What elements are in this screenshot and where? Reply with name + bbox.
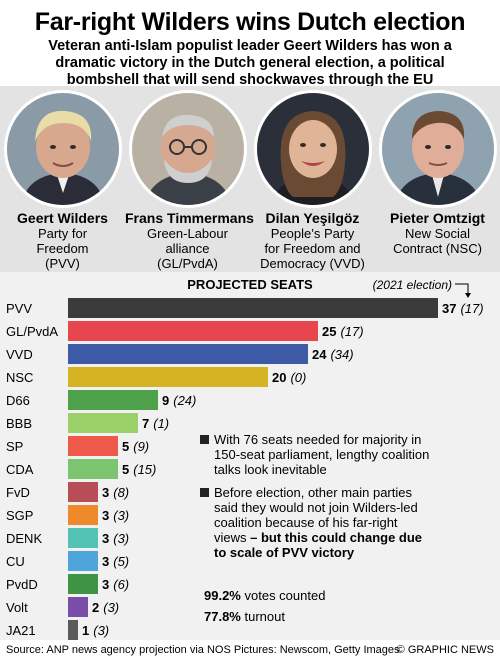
bar: [68, 459, 118, 479]
value-label: 1 (3): [82, 623, 109, 638]
candidate-omtzigt: Pieter Omtzigt New Social Contract (NSC): [375, 86, 500, 256]
category-label: Volt: [6, 600, 28, 615]
bar: [68, 367, 268, 387]
note-coalition: Before election, other main parties said…: [200, 485, 430, 560]
candidate-wilders: Geert Wilders Party for Freedom (PVV): [0, 86, 125, 271]
candidate-name: Dilan Yeşilgöz: [265, 210, 360, 226]
category-label: CU: [6, 554, 25, 569]
stat-turnout: 77.8% turnout: [204, 609, 285, 624]
stat-votes-counted: 99.2% votes counted: [204, 588, 326, 603]
value-label: 3 (5): [102, 554, 129, 569]
category-label: CDA: [6, 462, 34, 477]
value-label: 37 (17): [442, 301, 484, 316]
projected-seats-chart: PROJECTED SEATS (2021 election) PVV 37 (17)…: [6, 277, 484, 640]
category-label: VVD: [6, 347, 33, 362]
candidate-name: Frans Timmermans: [125, 210, 254, 226]
square-bullet-icon: [200, 488, 209, 497]
category-label: GL/PvdA: [6, 324, 58, 339]
candidate-name: Geert Wilders: [17, 210, 108, 226]
square-bullet-icon: [200, 435, 209, 444]
value-label: 7 (1): [142, 416, 169, 431]
category-label: JA21: [6, 623, 36, 638]
yesilgoz-portrait-icon: [253, 90, 372, 208]
chart-title: PROJECTED SEATS: [187, 277, 313, 292]
candidate-party: People’s Party for Freedom and Democracy…: [260, 226, 365, 271]
category-label: SGP: [6, 508, 33, 523]
brand-credit: © GRAPHIC NEWS: [396, 644, 494, 656]
value-label: 3 (3): [102, 508, 129, 523]
source-credit: Source: ANP news agency projection via N…: [6, 644, 400, 656]
bar: [68, 321, 318, 341]
timmermans-portrait-icon: [128, 90, 247, 208]
candidates-panel: Geert Wilders Party for Freedom (PVV): [0, 86, 500, 272]
candidate-party: New Social Contract (NSC): [393, 226, 482, 256]
value-label: 3 (6): [102, 577, 129, 592]
bar: [68, 597, 88, 617]
note-majority: With 76 seats needed for majority in 150…: [200, 432, 430, 477]
category-label: D66: [6, 393, 30, 408]
value-label: 3 (8): [102, 485, 129, 500]
bar: [68, 390, 158, 410]
previous-election-label: (2021 election): [373, 278, 452, 292]
value-label: 9 (24): [162, 393, 196, 408]
category-label: NSC: [6, 370, 33, 385]
category-label: DENK: [6, 531, 42, 546]
subheadline: Veteran anti-Islam populist leader Geert…: [48, 38, 452, 88]
value-label: 5 (15): [122, 462, 156, 477]
candidate-party: Green-Labour alliance (GL/PvdA): [147, 226, 228, 271]
bar: [68, 620, 78, 640]
value-label: 24 (34): [312, 347, 354, 362]
omtzigt-portrait-icon: [378, 90, 497, 208]
value-label: 25 (17): [322, 324, 364, 339]
category-label: BBB: [6, 416, 32, 431]
bar: [68, 413, 138, 433]
bar: [68, 482, 98, 502]
bar: [68, 505, 98, 525]
value-label: 3 (3): [102, 531, 129, 546]
candidate-party: Party for Freedom (PVV): [36, 226, 89, 271]
category-label: PvdD: [6, 577, 38, 592]
bar: [68, 551, 98, 571]
bar: [68, 574, 98, 594]
candidate-timmermans: Frans Timmermans Green-Labour alliance (…: [125, 86, 254, 271]
bar: [68, 436, 118, 456]
pointer-arrow-icon: [455, 283, 469, 296]
headline: Far-right Wilders wins Dutch election: [34, 8, 466, 36]
footer: Source: ANP news agency projection via N…: [0, 640, 500, 661]
bar: [68, 298, 438, 318]
category-label: PVV: [6, 301, 32, 316]
candidate-yesilgoz: Dilan Yeşilgöz People’s Party for Freedo…: [250, 86, 375, 271]
value-label: 2 (3): [92, 600, 119, 615]
bar: [68, 528, 98, 548]
candidate-name: Pieter Omtzigt: [390, 210, 485, 226]
arrowhead-icon: [465, 293, 471, 298]
category-label: FvD: [6, 485, 30, 500]
notes-panel: With 76 seats needed for majority in 150…: [200, 432, 430, 568]
category-label: SP: [6, 439, 23, 454]
bar: [68, 344, 308, 364]
value-label: 20 (0): [272, 370, 306, 385]
value-label: 5 (9): [122, 439, 149, 454]
stats-panel: 99.2% votes counted 77.8% turnout: [204, 585, 325, 627]
wilders-portrait-icon: [3, 90, 122, 208]
